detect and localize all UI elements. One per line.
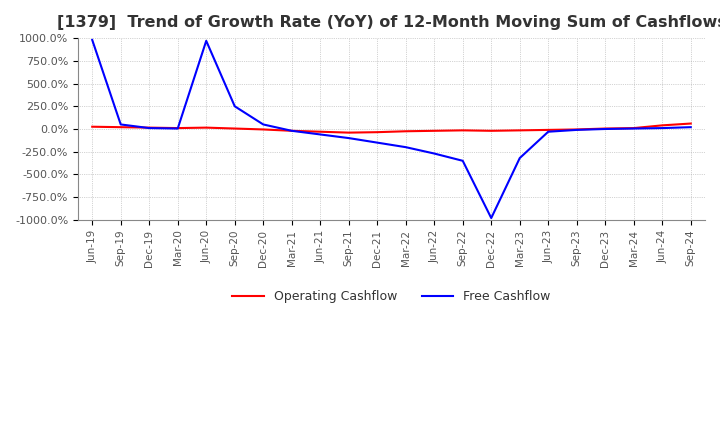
Operating Cashflow (516, 128, 524, 133)
Operating Cashflow (686, 121, 695, 126)
Free Cashflow (516, 155, 524, 161)
Operating Cashflow (601, 126, 610, 131)
Free Cashflow (601, 126, 610, 132)
Operating Cashflow (88, 124, 96, 129)
Free Cashflow (145, 125, 153, 131)
Free Cashflow (230, 104, 239, 109)
Free Cashflow (402, 144, 410, 150)
Free Cashflow (459, 158, 467, 163)
Free Cashflow (373, 140, 382, 145)
Free Cashflow (658, 125, 667, 131)
Free Cashflow (629, 126, 638, 131)
Free Cashflow (344, 136, 353, 141)
Free Cashflow (572, 127, 581, 132)
Operating Cashflow (230, 126, 239, 131)
Free Cashflow (202, 38, 210, 44)
Operating Cashflow (430, 128, 438, 133)
Operating Cashflow (544, 127, 552, 132)
Operating Cashflow (487, 128, 495, 133)
Free Cashflow (487, 216, 495, 221)
Operating Cashflow (117, 125, 125, 130)
Operating Cashflow (344, 130, 353, 135)
Operating Cashflow (459, 128, 467, 133)
Operating Cashflow (174, 125, 182, 131)
Free Cashflow (88, 37, 96, 43)
Operating Cashflow (373, 129, 382, 135)
Operating Cashflow (145, 125, 153, 130)
Operating Cashflow (259, 127, 268, 132)
Legend: Operating Cashflow, Free Cashflow: Operating Cashflow, Free Cashflow (228, 285, 556, 308)
Free Cashflow (316, 132, 325, 137)
Free Cashflow (259, 122, 268, 127)
Free Cashflow (544, 129, 552, 134)
Operating Cashflow (572, 127, 581, 132)
Operating Cashflow (629, 125, 638, 131)
Free Cashflow (686, 125, 695, 130)
Operating Cashflow (202, 125, 210, 130)
Title: [1379]  Trend of Growth Rate (YoY) of 12-Month Moving Sum of Cashflows: [1379] Trend of Growth Rate (YoY) of 12-… (57, 15, 720, 30)
Free Cashflow (117, 122, 125, 127)
Line: Operating Cashflow: Operating Cashflow (92, 124, 690, 132)
Operating Cashflow (658, 123, 667, 128)
Operating Cashflow (402, 128, 410, 134)
Operating Cashflow (316, 129, 325, 134)
Free Cashflow (430, 151, 438, 156)
Operating Cashflow (287, 128, 296, 133)
Free Cashflow (174, 126, 182, 131)
Free Cashflow (287, 128, 296, 133)
Line: Free Cashflow: Free Cashflow (92, 40, 690, 218)
